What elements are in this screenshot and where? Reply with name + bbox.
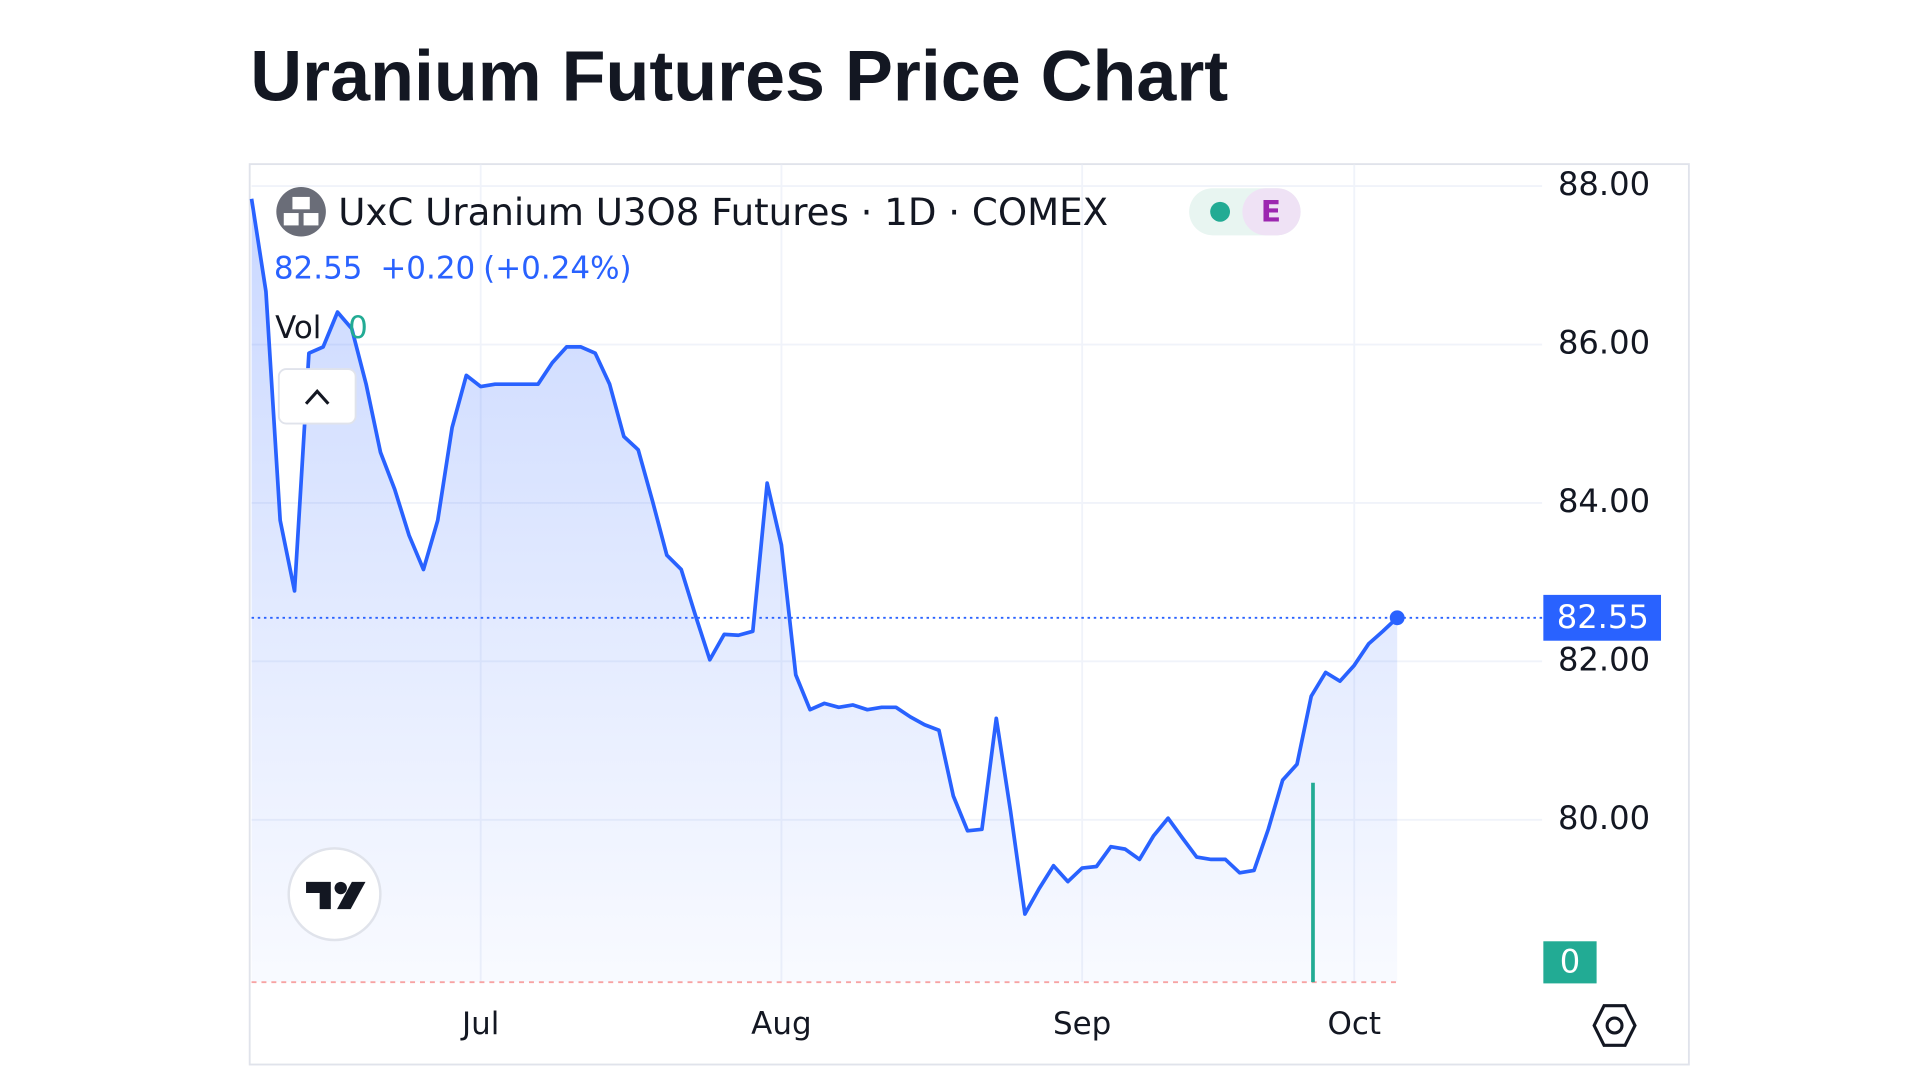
symbol-title: UxC Uranium U3O8 Futures · 1D · COMEX bbox=[338, 191, 1108, 234]
last-price-tag bbox=[1543, 594, 1662, 641]
symbol-icon bbox=[276, 187, 326, 237]
plot bbox=[249, 198, 1543, 983]
badge-pill-right bbox=[1242, 188, 1301, 236]
logo-glyph bbox=[306, 881, 331, 910]
symbol-icon-part bbox=[283, 213, 299, 226]
last-price-tag-label: 82.55 bbox=[1557, 598, 1649, 636]
volume-label: Vol bbox=[275, 310, 321, 346]
area bbox=[251, 198, 1398, 983]
volume-axis-value: 0 bbox=[1560, 943, 1580, 981]
y-tick-label: 86.00 bbox=[1558, 324, 1650, 362]
x-tick-label: Aug bbox=[751, 1006, 811, 1042]
status-dot bbox=[1210, 201, 1230, 222]
y-tick-label: 80.00 bbox=[1558, 799, 1650, 837]
x-tick-label: Oct bbox=[1327, 1006, 1381, 1042]
change-pct: (+0.24%) bbox=[483, 251, 631, 287]
logo[interactable] bbox=[287, 847, 382, 942]
last-price: 82.55 bbox=[274, 251, 363, 287]
chart-title: Uranium Futures Price Chart bbox=[250, 37, 1228, 117]
logo-glyph bbox=[337, 881, 366, 910]
y-tick-label: 82.00 bbox=[1558, 640, 1650, 678]
collapse-button[interactable] bbox=[277, 368, 357, 425]
volume-axis-label bbox=[1543, 941, 1597, 984]
change: +0.20 bbox=[380, 251, 475, 287]
x-tick-label: Sep bbox=[1053, 1006, 1111, 1042]
x-tick-label: Jul bbox=[460, 1006, 499, 1042]
settings-icon[interactable] bbox=[1592, 1004, 1637, 1047]
y-tick-label: 84.00 bbox=[1558, 482, 1650, 520]
badge: E bbox=[1261, 195, 1281, 230]
chevron-icon bbox=[304, 389, 330, 405]
last-point bbox=[1389, 610, 1405, 626]
line bbox=[249, 198, 1399, 916]
y-tick-label: 88.00 bbox=[1558, 165, 1650, 203]
settings-icon-center bbox=[1605, 1016, 1624, 1035]
logo-glyph bbox=[334, 881, 347, 895]
symbol-icon-part bbox=[292, 196, 310, 210]
volume-value: 0 bbox=[348, 310, 368, 346]
symbol-icon-part bbox=[303, 213, 319, 226]
